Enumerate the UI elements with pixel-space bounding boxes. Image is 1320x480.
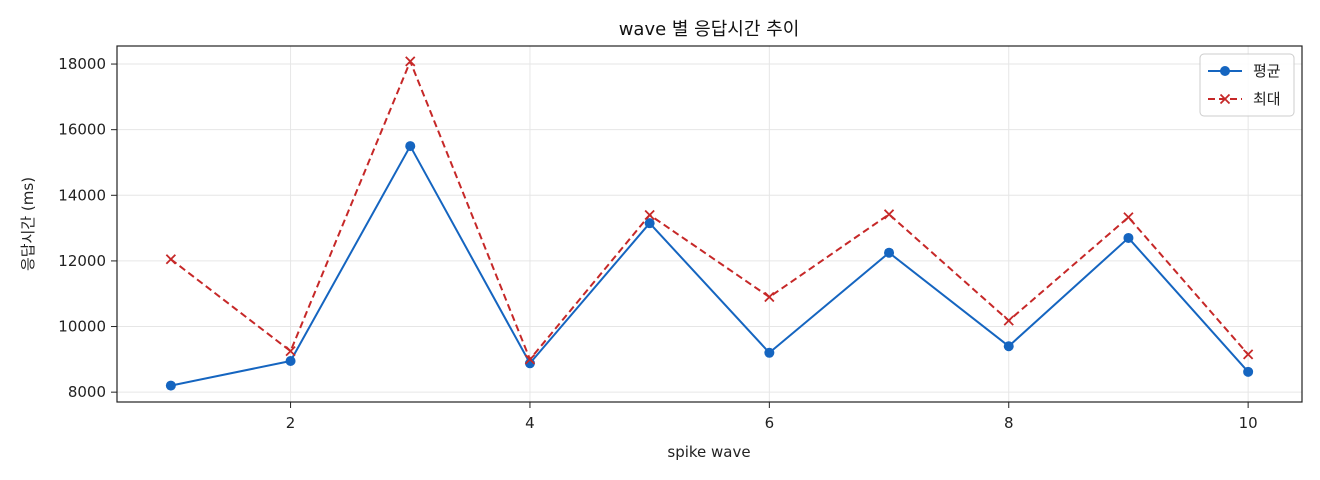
x-tick-label: 8 (1004, 414, 1014, 432)
data-point (285, 355, 296, 366)
series-line-2 (170, 60, 1249, 361)
data-point (764, 291, 775, 303)
grid-lines (117, 46, 1302, 402)
chart-title: wave 별 응답시간 추이 (619, 19, 800, 40)
y-tick-label: 14000 (58, 186, 106, 204)
x-marker-stroke (524, 354, 536, 365)
data-point (524, 354, 536, 365)
data-point (165, 380, 176, 391)
series-line-1 (170, 145, 1249, 387)
data-point (1242, 349, 1254, 360)
y-tick-label: 8000 (68, 383, 106, 401)
x-marker-stroke (1123, 212, 1134, 223)
data-point (285, 346, 296, 357)
data-point (644, 209, 655, 221)
x-marker-stroke (405, 56, 416, 67)
axis-ticks: 2 4 6 8 10 8000 10000 12000 14000 16000 18000 (58, 55, 1257, 432)
x-tick-label: 6 (765, 414, 775, 432)
x-marker-stroke (883, 209, 895, 220)
data-point (883, 209, 895, 220)
x-marker-stroke (764, 291, 775, 303)
x-marker-stroke (1003, 315, 1014, 326)
data-point (165, 254, 177, 265)
y-tick-label: 12000 (58, 252, 106, 270)
data-point (405, 141, 416, 152)
data-point (405, 56, 416, 67)
data-point (1123, 212, 1134, 223)
data-point (1123, 232, 1134, 243)
x-tick-label: 10 (1239, 414, 1258, 432)
x-tick-label: 4 (525, 414, 535, 432)
series-layer (165, 56, 1254, 391)
data-point (884, 247, 895, 258)
x-marker-stroke (644, 209, 655, 221)
data-point (1003, 315, 1014, 326)
data-point (764, 347, 775, 358)
data-point (1243, 366, 1254, 377)
y-axis-label: 응답시간 (ms) (19, 177, 37, 271)
legend-marker (1220, 66, 1230, 76)
x-marker-stroke (165, 254, 177, 265)
data-point (644, 218, 655, 229)
x-marker-stroke (1242, 349, 1254, 360)
plot-frame (116, 45, 1303, 403)
x-marker-stroke (1219, 93, 1231, 105)
y-tick-label: 16000 (58, 121, 106, 139)
y-tick-label: 10000 (58, 318, 106, 336)
data-point (1003, 341, 1014, 352)
y-tick-label: 18000 (58, 55, 106, 73)
x-tick-label: 2 (286, 414, 296, 432)
legend-label: 최대 (1253, 90, 1281, 108)
legend-marker (1219, 93, 1231, 105)
legend-label: 평균 (1253, 62, 1281, 80)
x-marker-stroke (285, 346, 296, 357)
x-axis-label: spike wave (667, 443, 750, 461)
